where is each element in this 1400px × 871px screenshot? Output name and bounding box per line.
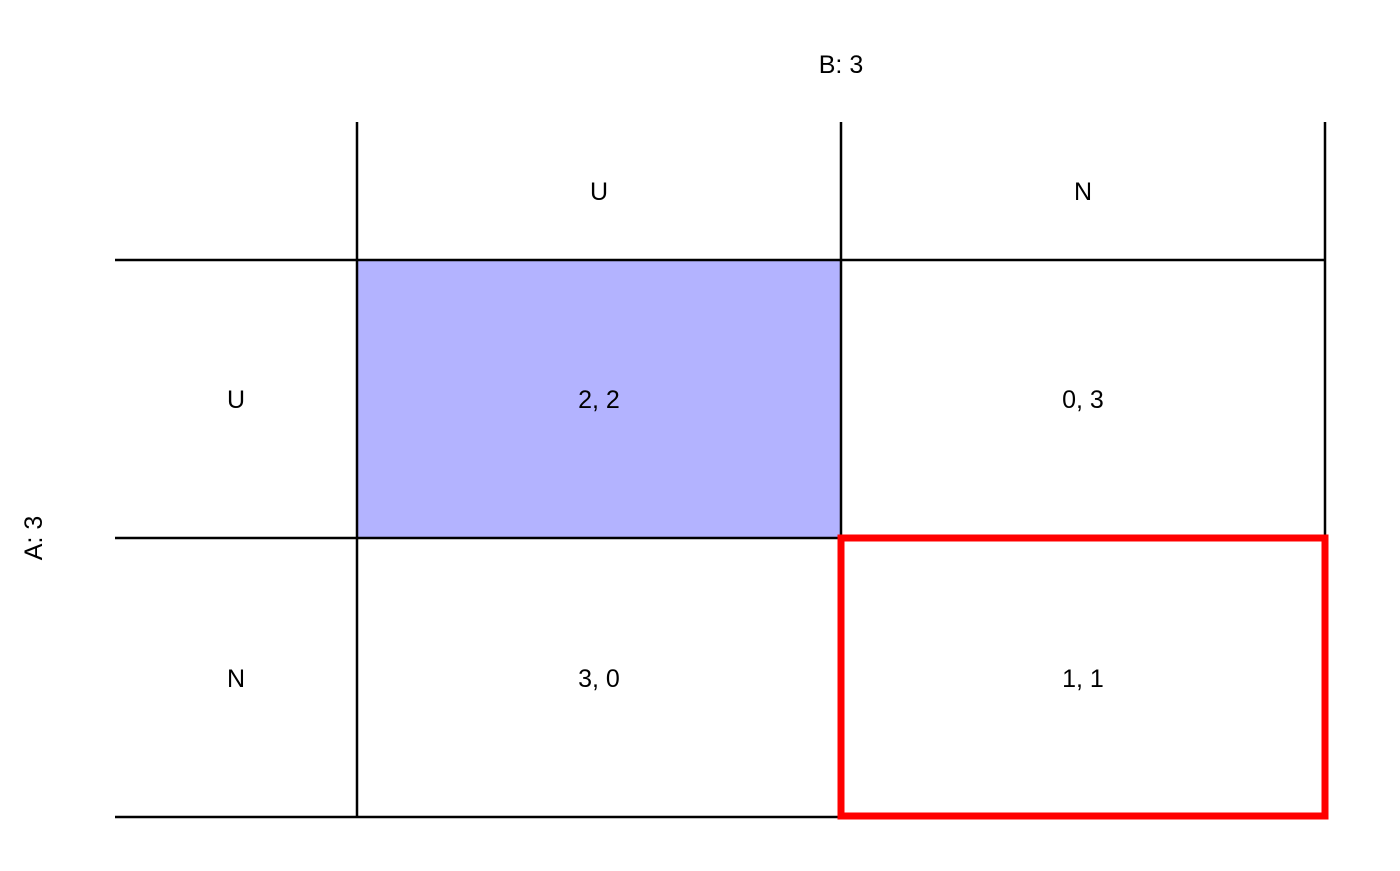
outlined-cell-n-n (837, 534, 1329, 820)
row-strategy-n: N (227, 665, 245, 693)
payoff-n-u: 3, 0 (578, 665, 620, 693)
column-strategy-u: U (590, 178, 608, 206)
row-player-label: A: 3 (20, 516, 48, 560)
payoff-u-n: 0, 3 (1062, 386, 1104, 414)
grid-lines (115, 122, 1327, 819)
payoff-u-u: 2, 2 (578, 386, 620, 414)
payoff-n-n: 1, 1 (1062, 665, 1104, 693)
column-strategy-n: N (1074, 178, 1092, 206)
column-player-label: B: 3 (819, 51, 863, 79)
row-strategy-u: U (227, 386, 245, 414)
highlighted-cell-u-u (356, 259, 842, 539)
